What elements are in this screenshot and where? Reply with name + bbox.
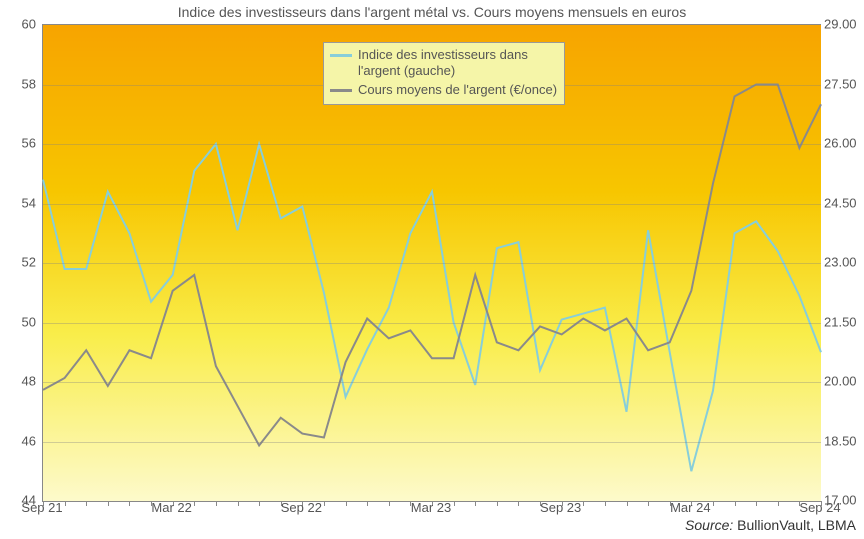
y-right-tick: 20.00 [824,374,857,389]
y-right-tick: 26.00 [824,136,857,151]
gridline [43,442,821,443]
y-left-tick: 48 [22,374,36,389]
legend-swatch [330,89,352,92]
legend: Indice des investisseurs dans l'argent (… [323,42,565,105]
y-left-tick: 46 [22,433,36,448]
y-axis-left: 444648505254565860 [0,24,40,500]
gridline [43,382,821,383]
y-left-tick: 52 [22,255,36,270]
x-tick-label: Mar 22 [151,500,191,515]
legend-label: Cours moyens de l'argent (€/once) [358,82,558,98]
source-credit: Source: BullionVault, LBMA [685,517,856,533]
gridline [43,144,821,145]
y-left-tick: 56 [22,136,36,151]
x-tick-label: Sep 21 [21,500,62,515]
x-tick-label: Sep 22 [281,500,322,515]
series-line [43,144,821,471]
gridline [43,323,821,324]
legend-item: Cours moyens de l'argent (€/once) [330,82,558,98]
source-text: BullionVault, LBMA [733,517,856,533]
y-right-tick: 27.50 [824,76,857,91]
y-axis-right: 17.0018.5020.0021.5023.0024.5026.0027.50… [820,24,864,500]
series-line [43,85,821,446]
x-tick-label: Mar 24 [670,500,710,515]
y-right-tick: 29.00 [824,17,857,32]
x-tick-label: Sep 24 [799,500,840,515]
gridline [43,263,821,264]
chart-container: Indice des investisseurs dans l'argent m… [0,0,864,539]
source-prefix: Source: [685,517,733,533]
y-right-tick: 23.00 [824,255,857,270]
legend-label: Indice des investisseurs dans l'argent (… [358,47,558,80]
gridline [43,204,821,205]
legend-swatch [330,54,352,57]
y-left-tick: 50 [22,314,36,329]
y-left-tick: 54 [22,195,36,210]
y-right-tick: 21.50 [824,314,857,329]
y-left-tick: 58 [22,76,36,91]
y-left-tick: 60 [22,17,36,32]
legend-item: Indice des investisseurs dans l'argent (… [330,47,558,80]
chart-title: Indice des investisseurs dans l'argent m… [0,4,864,20]
x-tick-label: Mar 23 [411,500,451,515]
y-right-tick: 18.50 [824,433,857,448]
x-tick-label: Sep 23 [540,500,581,515]
y-right-tick: 24.50 [824,195,857,210]
